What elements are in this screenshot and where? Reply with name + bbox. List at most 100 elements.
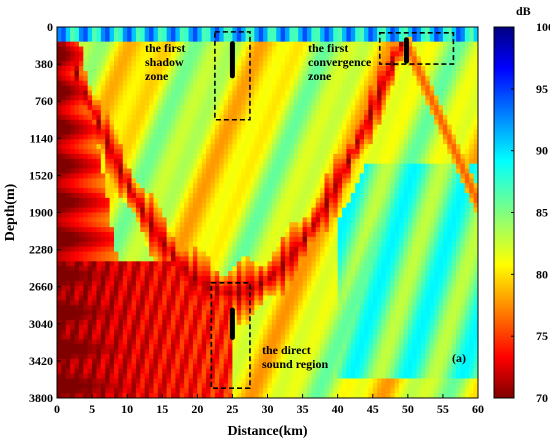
heatmap-cell	[320, 51, 326, 57]
heatmap-cell	[179, 275, 185, 282]
heatmap-cell	[140, 197, 146, 204]
heatmap-cell	[254, 134, 260, 140]
heatmap-cell	[61, 227, 67, 233]
heatmap-cell	[228, 368, 233, 375]
heatmap-cell	[201, 66, 207, 72]
heatmap-cell	[100, 119, 106, 126]
heatmap-cell	[100, 168, 106, 174]
heatmap-cell	[333, 124, 339, 131]
heatmap-cell	[245, 300, 251, 306]
heatmap-cell	[333, 51, 339, 57]
heatmap-cell	[157, 236, 163, 243]
heatmap-cell	[320, 246, 326, 253]
heatmap-cell	[149, 158, 154, 165]
heatmap-cell	[65, 295, 71, 301]
heatmap-cell	[263, 222, 268, 228]
heatmap-cell	[201, 285, 207, 292]
heatmap-cell	[276, 261, 282, 267]
heatmap-cell	[271, 354, 277, 360]
heatmap-cell	[285, 256, 290, 262]
heatmap-cell	[162, 100, 168, 106]
heatmap-cell	[87, 378, 93, 384]
heatmap-cell	[324, 129, 330, 135]
heatmap-cell	[188, 197, 194, 204]
heatmap-cell	[118, 27, 124, 33]
heatmap-cell	[285, 149, 290, 155]
heatmap-cell	[140, 266, 146, 272]
heatmap-cell	[70, 100, 76, 106]
heatmap-cell	[241, 339, 247, 345]
heatmap-cell	[153, 275, 159, 282]
heatmap-cell	[254, 319, 260, 326]
heatmap-cell	[157, 144, 163, 150]
heatmap-cell	[236, 173, 242, 179]
heatmap-cell	[153, 178, 159, 184]
heatmap-cell	[135, 241, 141, 248]
heatmap-cell	[328, 31, 334, 38]
heatmap-cell	[157, 119, 163, 126]
heatmap-cell	[166, 305, 172, 311]
heatmap-cell	[96, 315, 102, 321]
heatmap-cell	[78, 295, 84, 301]
heatmap-cell	[232, 27, 238, 33]
heatmap-cell	[153, 119, 159, 126]
heatmap-cell	[109, 183, 115, 189]
heatmap-cell	[201, 305, 207, 311]
heatmap-cell	[223, 300, 229, 306]
heatmap-cell	[206, 139, 211, 145]
heatmap-cell	[100, 280, 106, 287]
heatmap-cell	[206, 100, 211, 106]
heatmap-cell	[258, 51, 264, 57]
heatmap-cell	[149, 388, 154, 394]
heatmap-cell	[258, 188, 264, 194]
heatmap-cell	[188, 344, 194, 350]
heatmap-cell	[315, 139, 321, 145]
heatmap-cell	[135, 158, 141, 165]
heatmap-cell	[228, 344, 233, 350]
heatmap-cell	[236, 305, 242, 311]
heatmap-cell	[210, 90, 216, 96]
heatmap-cell	[267, 119, 273, 126]
heatmap-cell	[206, 27, 211, 33]
heatmap-cell	[328, 153, 334, 160]
heatmap-cell	[157, 393, 163, 399]
heatmap-cell	[271, 27, 277, 33]
heatmap-cell	[114, 51, 119, 57]
heatmap-cell	[298, 27, 304, 33]
heatmap-cell	[127, 319, 133, 326]
heatmap-cell	[144, 324, 150, 331]
heatmap-cell	[311, 383, 317, 389]
heatmap-cell	[127, 188, 133, 194]
heatmap-cell	[153, 256, 159, 262]
heatmap-cell	[311, 139, 317, 145]
heatmap-cell	[210, 173, 216, 179]
heatmap-cell	[241, 188, 247, 194]
heatmap-cell	[258, 378, 264, 384]
heatmap-cell	[166, 139, 172, 145]
heatmap-cell	[206, 275, 211, 282]
heatmap-cell	[245, 275, 251, 282]
heatmap-cell	[293, 168, 299, 174]
heatmap-cell	[57, 363, 62, 370]
heatmap-cell	[333, 114, 339, 121]
heatmap-cell	[96, 241, 102, 248]
heatmap-cell	[140, 241, 146, 248]
heatmap-cell	[267, 188, 273, 194]
heatmap-cell	[144, 114, 150, 121]
heatmap-cell	[210, 363, 216, 370]
heatmap-cell	[201, 329, 207, 336]
heatmap-cell	[210, 344, 216, 350]
heatmap-cell	[96, 393, 102, 399]
heatmap-cell	[122, 188, 128, 194]
heatmap-cell	[114, 153, 119, 160]
heatmap-cell	[236, 61, 242, 67]
heatmap-cell	[293, 271, 299, 277]
heatmap-cell	[201, 188, 207, 194]
heatmap-cell	[263, 134, 268, 140]
heatmap-cell	[328, 100, 334, 106]
heatmap-cell	[271, 158, 277, 165]
heatmap-cell	[249, 114, 255, 121]
heatmap-cell	[254, 222, 260, 228]
heatmap-cell	[342, 212, 347, 218]
heatmap-cell	[285, 163, 290, 170]
